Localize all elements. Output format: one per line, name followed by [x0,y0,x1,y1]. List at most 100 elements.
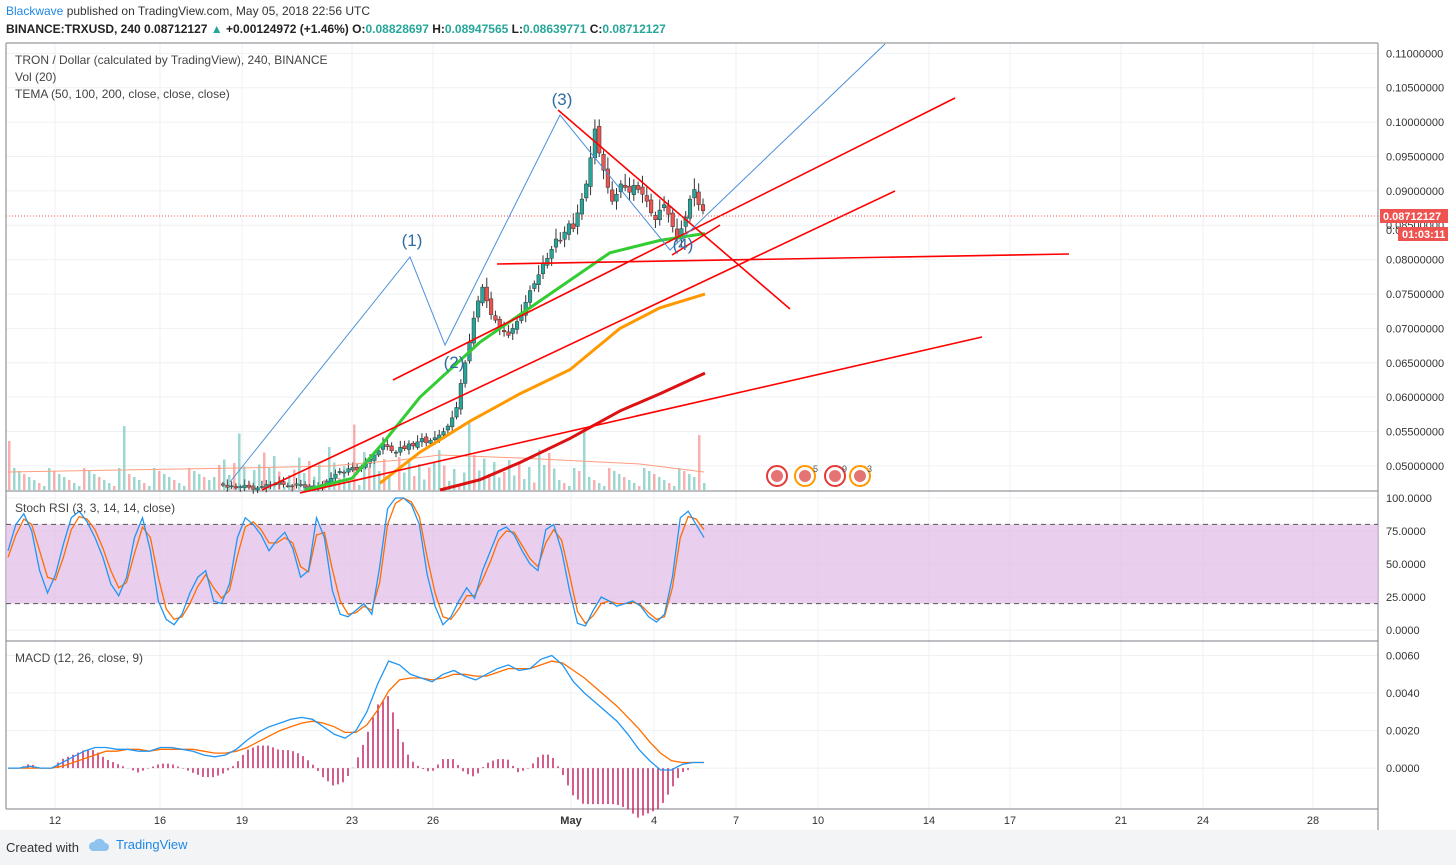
cloud-icon [88,838,109,851]
volume-bar-101 [513,475,516,490]
volume-bar-65 [333,462,336,490]
candle-body-100 [653,214,658,220]
stoch-y-tick-3: 75.0000 [1386,526,1426,538]
volume-bar-99 [503,472,506,490]
trend-line-5 [671,224,721,256]
volume-bar-80 [408,460,411,490]
candle-body-77 [553,238,559,248]
volume-bar-16 [88,471,91,490]
x-tick-3: 23 [346,815,358,827]
candle-body-0 [220,483,226,486]
x-tick-12: 24 [1197,815,1209,827]
volume-bar-90 [458,484,461,490]
trend-line-3 [496,253,1070,265]
volume-bar-86 [438,450,441,490]
flag-icon-2 [829,470,841,482]
volume-bar-62 [318,464,321,490]
candle-body-101 [657,209,662,220]
volume-bar-37 [193,471,196,490]
event-count-0: 5 [813,464,818,474]
symbol[interactable]: BINANCE:TRXUSD, 240 [6,22,141,36]
author-link[interactable]: Blackwave [6,4,64,18]
candle-body-14 [281,481,286,485]
candle-body-45 [415,441,420,448]
candle-body-30 [350,467,355,471]
candle-body-71 [527,290,533,303]
volume-bar-2 [18,471,21,490]
price-change: +0.00124972 (+1.46%) [226,22,349,36]
volume-bar-103 [523,479,526,490]
volume-bar-57 [293,469,296,490]
volume-bar-4 [28,477,31,490]
candle-body-108 [687,198,693,219]
volume-bar-84 [428,467,431,490]
chart-canvas[interactable]: (1) (2) (3) (4) 5 9 3 TRON / Dollar (calculated… [0,0,1456,830]
flag-icon-0 [771,470,783,482]
candle-body-96 [636,185,641,190]
volume-bar-123 [623,477,626,490]
candle-body-81 [571,223,576,229]
candle-body-67 [510,328,515,334]
volume-bar-27 [143,483,146,490]
candle-body-49 [432,437,437,440]
macd-line [8,654,704,771]
candle-body-109 [692,189,697,199]
macd-y-tick-2: 0.0040 [1386,688,1420,700]
publish-text: published on TradingView.com, May 05, 20… [66,4,370,18]
main-y-tick-8: 0.09000000 [1386,186,1444,198]
flag-icon-1 [799,470,811,482]
main-y-tick-9: 0.09500000 [1386,151,1444,163]
candle-body-66 [506,331,511,336]
candle-body-98 [644,195,649,202]
open-label: O: [352,22,366,36]
candle-body-53 [450,417,455,428]
volume-bar-119 [603,486,606,490]
volume-bar-129 [653,474,656,490]
volume-bar-73 [373,455,376,490]
volume-bar-133 [673,486,676,490]
volume-bar-56 [288,475,291,490]
volume-bar-10 [58,474,61,490]
macd-legend: MACD (12, 26, close, 9) [15,651,143,665]
trend-line-4 [557,109,791,310]
x-tick-11: 21 [1115,815,1127,827]
candle-body-62 [489,298,494,315]
volume-bar-68 [348,481,351,490]
volume-bar-22 [118,468,121,490]
volume-bar-47 [243,466,246,490]
candle-body-54 [454,407,459,418]
candle-body-88 [601,154,606,171]
volume-bar-131 [663,480,666,490]
main-y-tick-2: 0.06000000 [1386,392,1444,404]
volume-bar-28 [148,486,151,490]
candle-body-46 [419,438,424,443]
tradingview-link[interactable]: TradingView [88,837,188,852]
volume-bar-40 [208,480,211,490]
candle-body-104 [670,212,675,227]
volume-bar-71 [363,452,366,490]
candle-body-110 [696,191,701,205]
candle-body-3 [233,486,239,489]
candle-body-36 [376,450,381,456]
main-y-tick-1: 0.05500000 [1386,427,1444,439]
candle-body-99 [649,199,654,214]
candle-body-87 [597,125,602,154]
candle-body-48 [428,440,433,444]
volume-bar-134 [678,468,681,490]
flag-icon-3 [854,470,866,482]
volume-bar-44 [228,475,231,490]
volume-bar-9 [53,471,56,490]
candle-body-97 [640,186,645,195]
volume-bar-46 [238,433,241,490]
volume-bar-127 [643,468,646,490]
main-legend-title: TRON / Dollar (calculated by TradingView… [15,53,328,67]
volume-bar-52 [268,468,271,490]
volume-bar-100 [508,460,511,490]
macd-y-tick-1: 0.0020 [1386,726,1420,738]
volume-bar-7 [43,486,46,490]
volume-bar-34 [178,483,181,490]
volume-bar-60 [308,461,311,490]
candle-body-6 [246,484,251,488]
candle-body-59 [476,300,481,318]
volume-bar-53 [273,456,276,490]
